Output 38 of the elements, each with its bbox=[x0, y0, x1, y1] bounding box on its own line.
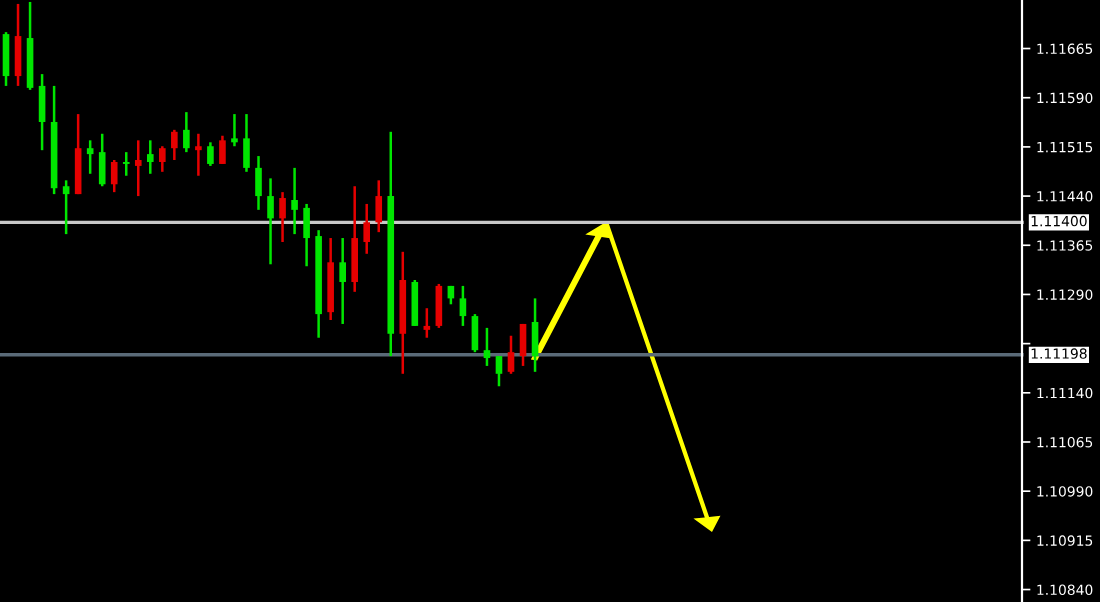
candlestick bbox=[423, 306, 431, 339]
candlestick bbox=[122, 150, 130, 177]
candlestick bbox=[110, 158, 118, 194]
candlestick bbox=[243, 112, 250, 174]
candlestick bbox=[231, 112, 238, 148]
candlestick bbox=[255, 154, 262, 212]
candlestick bbox=[291, 166, 298, 236]
candlestick bbox=[183, 110, 190, 154]
candlestick bbox=[507, 334, 515, 376]
candlestick bbox=[207, 141, 214, 168]
candlestick bbox=[219, 134, 226, 166]
candlestick bbox=[363, 202, 371, 256]
candlestick bbox=[267, 177, 274, 266]
candlestick bbox=[171, 128, 178, 162]
candlestick bbox=[519, 322, 527, 368]
candlestick bbox=[38, 72, 46, 152]
candlestick bbox=[339, 236, 346, 326]
candlestick bbox=[459, 284, 467, 328]
candlestick bbox=[195, 132, 202, 177]
candlestick bbox=[146, 139, 154, 176]
candlestick bbox=[531, 297, 539, 374]
candlestick bbox=[435, 282, 443, 330]
candlestick bbox=[98, 132, 106, 188]
candlestick bbox=[495, 354, 503, 388]
candlestick bbox=[159, 144, 166, 174]
candlestick bbox=[134, 139, 142, 198]
candlestick bbox=[62, 179, 70, 236]
candlestick bbox=[483, 326, 491, 368]
candlestick bbox=[375, 179, 383, 234]
candlestick bbox=[411, 278, 419, 328]
candlestick bbox=[86, 139, 94, 176]
candlestick bbox=[279, 190, 286, 244]
candlestick bbox=[471, 312, 479, 354]
candlestick bbox=[14, 2, 22, 88]
candlestick bbox=[303, 202, 310, 268]
candlestick bbox=[351, 184, 358, 294]
candlestick bbox=[2, 30, 10, 88]
candlestick bbox=[74, 112, 82, 196]
